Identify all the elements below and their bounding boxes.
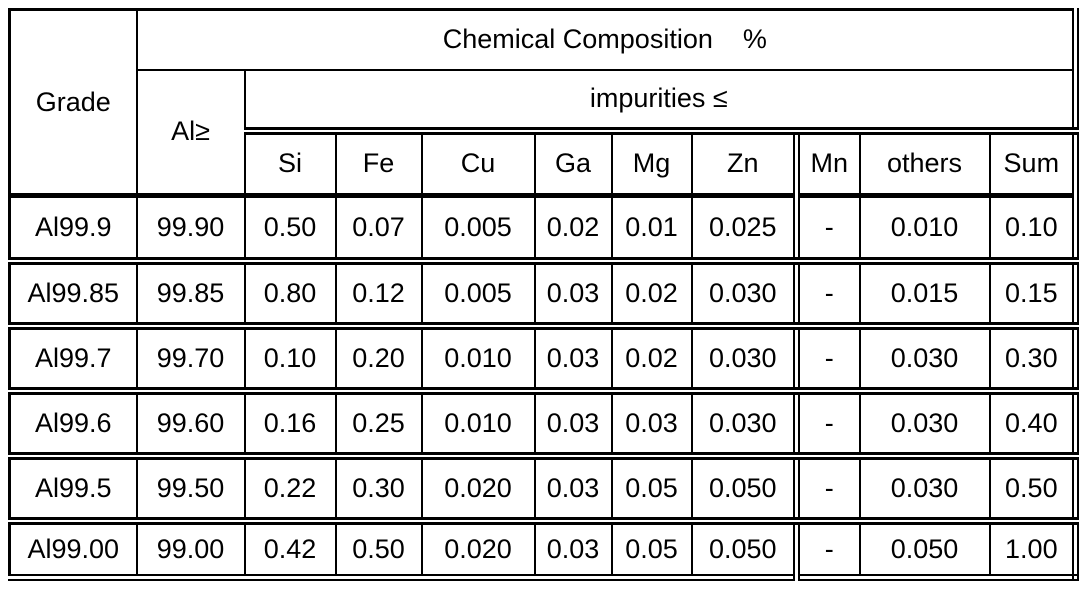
value-cell-sum: 0.40 [988, 386, 1077, 457]
value-cell-ga: 0.03 [533, 321, 613, 392]
element-header-fe: Fe [334, 126, 423, 197]
value-cell-cu: 0.010 [420, 386, 536, 457]
header-row-elements: Si Fe Cu Ga Mg Zn Mn others Sum [10, 126, 1077, 197]
value-cell-mg: 0.03 [610, 386, 693, 457]
value-cell-sum: 0.10 [988, 192, 1077, 262]
value-cell-ga: 0.03 [533, 256, 613, 327]
value-cell-mg: 0.02 [610, 321, 693, 392]
value-cell-others: 0.030 [858, 451, 991, 522]
grade-cell: Al99.00 [8, 516, 138, 579]
header-row-composition: Grade Chemical Composition % [8, 8, 1077, 197]
value-cell-cu: 0.020 [420, 451, 536, 522]
value-cell-mn: - [793, 516, 861, 579]
value-cell-fe: 0.12 [334, 256, 423, 327]
value-cell-mg: 0.05 [610, 451, 693, 522]
value-cell-si: 0.22 [243, 451, 337, 522]
table-body: Al99.9 99.90 0.50 0.07 0.005 0.02 0.01 0.025-0.… [8, 192, 1077, 579]
value-cell-si: 0.50 [243, 192, 337, 262]
element-header-cu: Cu [420, 126, 536, 197]
grade-cell: Al99.6 [8, 386, 138, 457]
value-cell-ga: 0.03 [533, 451, 613, 522]
value-cell-cu: 0.010 [420, 321, 536, 392]
value-cell-others: 0.050 [858, 516, 991, 579]
al-min-column-header: Al≥ [135, 68, 246, 197]
value-cell-zn: 0.030 [690, 386, 798, 457]
al-min-cell: 99.60 [135, 386, 246, 457]
value-cell-fe: 0.30 [334, 451, 423, 522]
value-cell-fe: 0.25 [334, 386, 423, 457]
grade-cell: Al99.9 [8, 192, 138, 262]
al-min-cell: 99.50 [135, 451, 246, 522]
value-cell-cu: 0.020 [420, 516, 536, 579]
value-cell-mg: 0.05 [610, 516, 693, 579]
value-cell-ga: 0.03 [533, 516, 613, 579]
value-cell-si: 0.16 [243, 386, 337, 457]
value-cell-cu: 0.005 [420, 256, 536, 327]
value-cell-fe: 0.07 [334, 192, 423, 262]
chemical-composition-table: Grade Chemical Composition % Al≥ impurit… [8, 8, 1080, 581]
value-cell-si: 0.80 [243, 256, 337, 327]
value-cell-others: 0.030 [858, 386, 991, 457]
value-cell-sum: 0.50 [988, 451, 1077, 522]
value-cell-mn: - [793, 192, 861, 262]
al-min-cell: 99.85 [135, 256, 246, 327]
value-cell-fe: 0.20 [334, 321, 423, 392]
value-cell-zn: 0.030 [690, 321, 798, 392]
value-cell-others: 0.010 [858, 192, 991, 262]
table-row: Al99.5 99.50 0.22 0.30 0.020 0.03 0.05 0.050-0.… [8, 451, 1077, 522]
value-cell-zn: 0.050 [690, 451, 798, 522]
value-cell-others: 0.015 [858, 256, 991, 327]
grade-cell: Al99.85 [8, 256, 138, 327]
element-header-si: Si [243, 126, 337, 197]
al-min-cell: 99.70 [135, 321, 246, 392]
al-min-cell: 99.90 [135, 192, 246, 262]
element-header-mg: Mg [610, 126, 693, 197]
header-row-impurities: Al≥ impurities ≤ [10, 68, 1077, 197]
value-cell-mn: - [793, 386, 861, 457]
value-cell-si: 0.42 [243, 516, 337, 579]
value-cell-ga: 0.02 [533, 192, 613, 262]
value-cell-others: 0.030 [858, 321, 991, 392]
element-header-others: others [858, 126, 991, 197]
value-cell-mn: - [793, 451, 861, 522]
chemical-composition-header: Chemical Composition % [135, 8, 1077, 71]
table-row: Al99.9 99.90 0.50 0.07 0.005 0.02 0.01 0.025-0.… [8, 192, 1077, 262]
value-cell-sum: 0.15 [988, 256, 1077, 327]
grade-cell: Al99.7 [8, 321, 138, 392]
value-cell-cu: 0.005 [420, 192, 536, 262]
value-cell-si: 0.10 [243, 321, 337, 392]
value-cell-zn: 0.030 [690, 256, 798, 327]
table-row: Al99.6 99.60 0.16 0.25 0.010 0.03 0.03 0.030-0.… [8, 386, 1077, 457]
value-cell-zn: 0.025 [690, 192, 798, 262]
al-min-cell: 99.00 [135, 516, 246, 579]
value-cell-sum: 0.30 [988, 321, 1077, 392]
impurities-header: impurities ≤ [243, 68, 1077, 132]
element-header-mn: Mn [793, 126, 861, 197]
table-row: Al99.00 99.00 0.42 0.50 0.020 0.03 0.05 0.050-0… [8, 516, 1077, 579]
value-cell-mg: 0.02 [610, 256, 693, 327]
table-row: Al99.7 99.70 0.10 0.20 0.010 0.03 0.02 0.030-0.… [8, 321, 1077, 392]
value-cell-ga: 0.03 [533, 386, 613, 457]
element-header-sum: Sum [988, 126, 1077, 197]
value-cell-fe: 0.50 [334, 516, 423, 579]
element-header-ga: Ga [533, 126, 613, 197]
value-cell-sum: 1.00 [988, 516, 1077, 579]
value-cell-mn: - [793, 256, 861, 327]
value-cell-mg: 0.01 [610, 192, 693, 262]
table-row: Al99.85 99.85 0.80 0.12 0.005 0.03 0.02 0.030-0… [8, 256, 1077, 327]
element-header-zn: Zn [690, 126, 798, 197]
grade-cell: Al99.5 [8, 451, 138, 522]
value-cell-zn: 0.050 [690, 516, 798, 579]
grade-column-header: Grade [8, 8, 138, 197]
value-cell-mn: - [793, 321, 861, 392]
